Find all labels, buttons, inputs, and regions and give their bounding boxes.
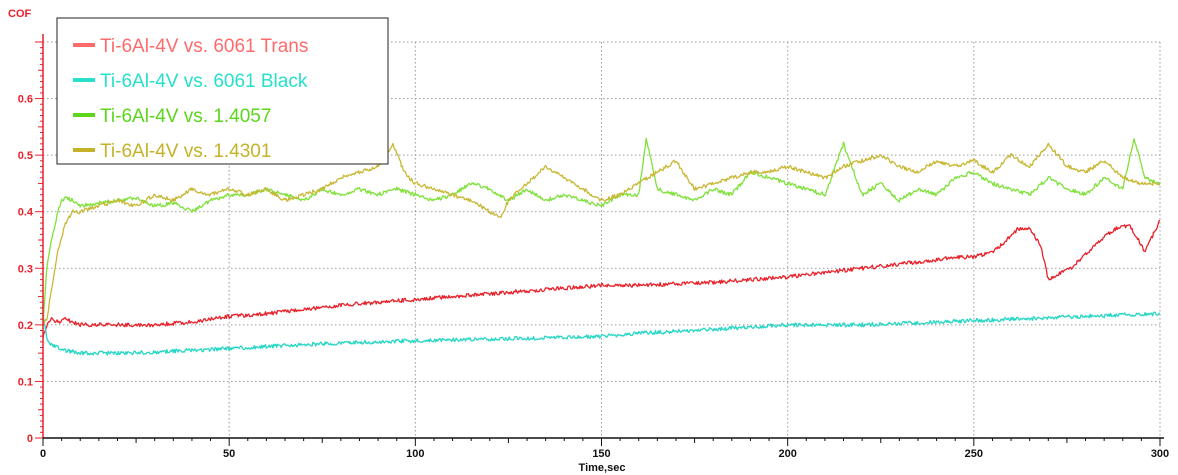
x-tick-label-2: 100 [406, 448, 424, 460]
y-tick-label-6: 0.6 [18, 94, 33, 106]
axes [42, 34, 1164, 439]
series-line-2 [42, 137, 1161, 327]
legend-label-2: Ti-6Al-4V vs. 1.4057 [100, 106, 271, 127]
plot-area [42, 137, 1161, 356]
y-tick-label-3: 0.3 [18, 263, 33, 275]
x-axis-label: Time,sec [579, 462, 626, 474]
x-tick-label-3: 150 [592, 448, 610, 460]
y-axis-label: COF [8, 8, 32, 20]
legend-box [56, 17, 389, 165]
y-tick-label-2: 0.2 [18, 320, 33, 332]
y-ticks: 0 0.1 0.2 0.3 0.4 0.5 0.6 [18, 41, 43, 445]
x-tick-label-4: 200 [778, 448, 796, 460]
y-tick-label-0: 0 [27, 433, 33, 445]
y-tick-label-4: 0.4 [18, 207, 34, 219]
x-ticks: 0 50 100 150 200 250 300 [40, 438, 1169, 460]
series-line-1 [42, 311, 1161, 356]
legend-label-1: Ti-6Al-4V vs. 6061 Black [100, 71, 308, 92]
x-tick-label-6: 300 [1151, 448, 1169, 460]
x-tick-label-0: 0 [40, 448, 46, 460]
x-tick-label-5: 250 [965, 448, 983, 460]
legend-label-0: Ti-6Al-4V vs. 6061 Trans [100, 36, 308, 57]
x-tick-label-1: 50 [223, 448, 235, 460]
legend: Ti-6Al-4V vs. 6061 Trans Ti-6Al-4V vs. 60… [56, 17, 389, 165]
legend-label-3: Ti-6Al-4V vs. 1.4301 [100, 141, 271, 162]
y-tick-label-5: 0.5 [18, 150, 33, 162]
series-line-0 [42, 219, 1161, 338]
y-tick-label-1: 0.1 [18, 376, 33, 388]
series-line-3 [42, 142, 1161, 326]
legend-items: Ti-6Al-4V vs. 6061 Trans Ti-6Al-4V vs. 60… [73, 36, 308, 162]
